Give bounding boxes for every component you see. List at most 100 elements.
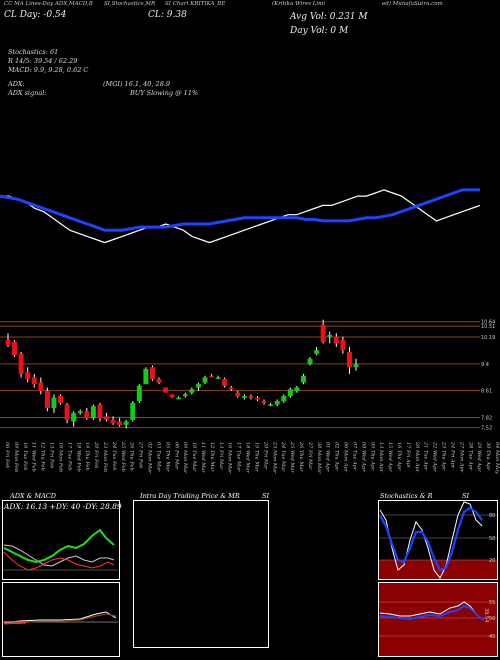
- stoch-d-line: [379, 506, 483, 572]
- date-tick-label: 19 Thu Feb: [84, 442, 90, 471]
- date-tick-label: 20 Fri Mar: [262, 441, 268, 470]
- macd-histogram-bar: [17, 621, 19, 624]
- candle-body: [90, 406, 96, 419]
- candle-body: [307, 358, 313, 364]
- date-tick-label: 03 Tue Mar: [156, 442, 162, 472]
- macd-signal-line: [3, 613, 117, 625]
- date-tick-label: 16 Mon Feb: [58, 442, 64, 472]
- date-tick-label: 28 Tue Apr: [467, 441, 473, 471]
- date-tick-label: 21 Tue Apr: [423, 441, 429, 471]
- date-tick-label: 06 Mon Apr: [343, 442, 349, 473]
- date-tick-label: 27 Mon Apr: [458, 441, 464, 473]
- adx-signal-label: ADX signal:: [8, 89, 47, 97]
- ma-white-line: [0, 189, 481, 244]
- candle-body: [176, 397, 182, 400]
- candle-body: [31, 377, 37, 385]
- rsi-level-label: 45: [489, 634, 495, 640]
- candle-body: [5, 340, 11, 346]
- adx-line: [3, 544, 115, 567]
- date-tick-label: 10 Tue Mar: [191, 442, 197, 472]
- date-tick-label: 24 Tue Mar: [280, 441, 286, 472]
- date-tick-label: 09 Mon Mar: [182, 442, 188, 474]
- candle-body: [51, 397, 57, 408]
- minus-di-line: [3, 551, 115, 571]
- date-tick-label: 18 Wed Feb: [75, 442, 81, 472]
- candle-body: [202, 377, 208, 383]
- rsi-value-label: 39.54: [483, 608, 489, 622]
- macd-line: [3, 611, 117, 624]
- candle-body: [110, 419, 116, 424]
- candle-body: [294, 387, 300, 391]
- candle-body: [130, 402, 136, 420]
- date-tick-label: 17 Fri Apr: [405, 442, 411, 469]
- candle-body: [169, 394, 175, 398]
- date-tick-label: 13 Mon Apr: [378, 442, 384, 473]
- date-tick-label: 26 Thu Feb: [129, 441, 135, 471]
- date-tick-label: 11 Wed Feb: [31, 442, 37, 472]
- header-site: ed) MunafaSutra.com: [382, 1, 443, 7]
- candle-body: [300, 375, 306, 383]
- ma-blue-line: [0, 188, 480, 232]
- avg-volume: Avg Vol: 0.231 M: [290, 12, 368, 22]
- candle-body: [84, 411, 90, 419]
- candle-body: [123, 421, 129, 425]
- candle-body: [346, 351, 352, 368]
- day-volume: Day Vol: 0 M: [290, 26, 349, 36]
- candle-body: [353, 364, 359, 368]
- date-tick-label: 23 Thu Apr: [441, 441, 447, 471]
- candle-body: [195, 384, 201, 388]
- candle-body: [340, 340, 346, 351]
- date-tick-label: 29 Wed Apr: [476, 441, 482, 472]
- adx-readout: (MGI) 16.1, 40, 28.9: [103, 80, 171, 88]
- rsi-background: [379, 583, 497, 656]
- date-tick-label: 18 Wed Mar: [245, 442, 251, 474]
- candle-body: [149, 367, 155, 380]
- candle-body: [38, 382, 44, 391]
- date-tick-label: 23 Mon Mar: [271, 441, 277, 474]
- candle-body: [255, 397, 261, 400]
- macd-histogram-bar: [12, 621, 15, 624]
- stoch-level-label: 80: [489, 513, 495, 519]
- date-tick-label: 20 Mon Apr: [414, 441, 420, 473]
- price-tick-label: 10.19: [481, 335, 495, 341]
- adx-values: ADX: 16.13 +DY: 40 -DY: 28.89: [4, 502, 122, 511]
- price-tick-label: 7.52: [481, 426, 492, 432]
- price-tick-label: 8.61: [481, 389, 492, 395]
- candle-body: [58, 396, 64, 403]
- candle-body: [143, 368, 149, 385]
- candle-body: [77, 411, 83, 414]
- candle-body: [12, 341, 18, 356]
- date-tick-label: 10 Tue Feb: [22, 442, 28, 470]
- header-company: (Kritika Wires Limi: [272, 1, 326, 7]
- date-tick-label: 15 Wed Apr: [387, 442, 393, 472]
- plus-di-line: [3, 528, 115, 564]
- macd-histogram-bar: [4, 621, 6, 624]
- date-tick-label: 26 Thu Mar: [298, 441, 304, 472]
- candle-body: [136, 385, 142, 402]
- candle-body: [103, 416, 109, 420]
- date-tick-label: 08 Wed Apr: [360, 442, 366, 472]
- price-tick-label: 9.4: [481, 362, 489, 368]
- header-indicators-2: SI,Stochastics,MR: [104, 1, 156, 7]
- date-tick-label: 11 Wed Mar: [200, 442, 206, 474]
- candle-body: [97, 404, 103, 419]
- adx-label: ADX:: [8, 80, 25, 88]
- candle-body: [287, 389, 293, 397]
- date-tick-label: 17 Tue Feb: [66, 442, 72, 470]
- macd-histogram-bar: [10, 621, 13, 624]
- date-tick-label: 13 Fri Feb: [49, 442, 55, 468]
- rsi-panel: [378, 582, 498, 657]
- date-tick-label: 25 Wed Feb: [120, 441, 126, 472]
- macd-readout: MACD: 9.9, 9.28, 0.62 C: [8, 66, 89, 74]
- candle-body: [281, 396, 287, 402]
- day-change: CL Day: -0.54: [4, 10, 67, 20]
- candle-body: [248, 396, 254, 398]
- intraday-panel: [133, 500, 269, 648]
- date-tick-label: 02 Thu Apr: [334, 442, 340, 471]
- stochastics-panel: [378, 500, 498, 580]
- price-tick-label: 10.64: [481, 320, 495, 326]
- date-tick-label: 06 Fri Feb: [4, 442, 10, 468]
- candle-body: [25, 372, 31, 380]
